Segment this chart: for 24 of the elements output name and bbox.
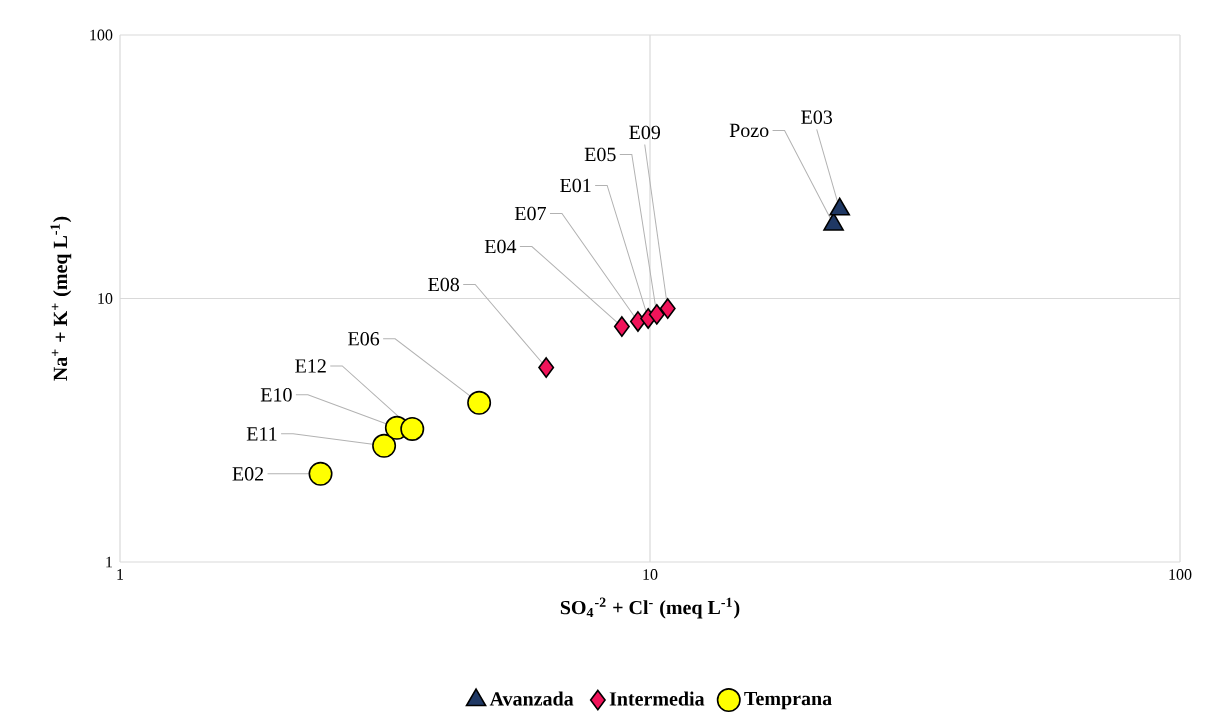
x-tick-label: 100 bbox=[1169, 569, 1192, 580]
y-tick-label: 100 bbox=[90, 29, 113, 41]
annotation: E01 bbox=[560, 178, 591, 193]
y-tick-label: 1 bbox=[106, 556, 112, 568]
annotation: E03 bbox=[801, 110, 833, 124]
annotation: Pozo bbox=[729, 123, 769, 138]
x-axis-title: SO$_{4}$$^{-2}$ + Cl$^{-}$ (meq L$^{-1}$) bbox=[560, 597, 740, 619]
annotation: E10 bbox=[260, 388, 292, 402]
legend-label: Avanzada bbox=[489, 691, 574, 706]
annotation: E08 bbox=[428, 277, 460, 292]
annotation: E11 bbox=[246, 427, 277, 441]
legend-label: Temprana bbox=[744, 691, 832, 710]
x-tick-label: 1 bbox=[117, 569, 124, 580]
annotation: E04 bbox=[484, 239, 517, 254]
annotation: E05 bbox=[584, 147, 616, 162]
annotation: E07 bbox=[514, 206, 546, 221]
legend-label: Intermedia bbox=[609, 691, 705, 706]
annotation: E09 bbox=[629, 125, 661, 140]
x-tick-label: 10 bbox=[643, 569, 658, 580]
annotation: E06 bbox=[348, 332, 380, 346]
y-tick-label: 10 bbox=[98, 293, 113, 304]
y-axis-title: Na$^{+}$ + K$^{+}$ (meq L$^{-1}$) bbox=[50, 216, 72, 381]
annotation: E12 bbox=[295, 359, 326, 373]
annotation: E02 bbox=[232, 467, 264, 481]
